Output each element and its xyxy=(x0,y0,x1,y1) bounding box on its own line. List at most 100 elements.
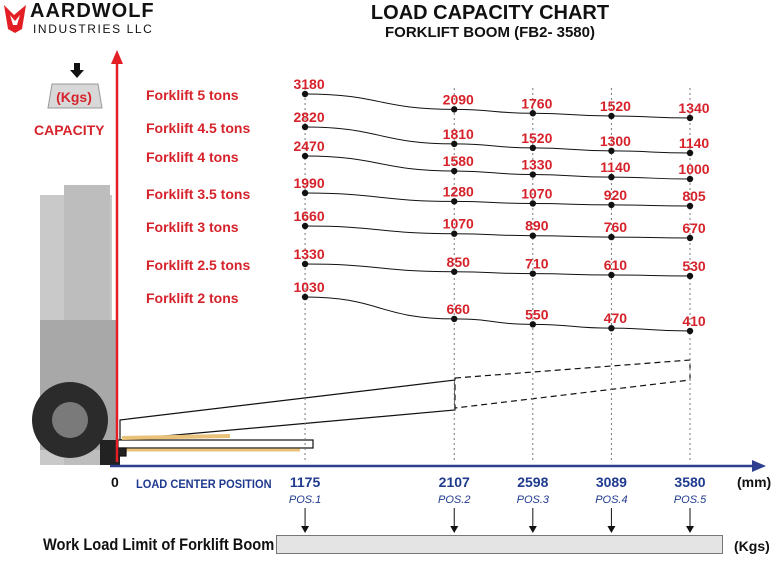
data-point xyxy=(529,200,537,207)
y-unit-label: (Kgs) xyxy=(56,89,92,105)
x-tick-label: 1175 xyxy=(290,474,321,490)
data-point xyxy=(608,233,615,241)
data-point xyxy=(686,272,694,280)
data-label: 1520 xyxy=(521,130,552,146)
data-point xyxy=(608,201,615,209)
data-label: 1300 xyxy=(600,133,631,149)
data-label: 1330 xyxy=(521,157,552,173)
wll-arrow-head xyxy=(528,526,537,533)
data-point xyxy=(451,315,458,323)
data-label: 2470 xyxy=(293,138,324,154)
series-line xyxy=(305,225,691,239)
data-label: 2090 xyxy=(443,91,474,107)
data-label: 610 xyxy=(604,257,628,273)
data-label: 1070 xyxy=(443,216,474,232)
wll-arrow-head xyxy=(450,526,459,533)
series-line xyxy=(305,296,691,332)
data-label: 550 xyxy=(525,306,549,322)
data-point xyxy=(451,268,458,275)
data-label: 660 xyxy=(447,301,471,317)
data-point xyxy=(608,147,615,155)
data-label: 3180 xyxy=(293,76,324,92)
boom-illustration xyxy=(117,359,691,457)
data-point xyxy=(451,198,458,205)
x-tick-label: 3089 xyxy=(596,474,627,490)
company-name: AARDWOLF xyxy=(30,0,155,22)
data-point xyxy=(301,222,309,230)
data-label: 710 xyxy=(525,256,549,272)
series-name-label: Forklift 3 tons xyxy=(146,219,239,235)
series-line xyxy=(305,263,691,277)
wll-arrow-head xyxy=(301,526,310,533)
data-label: 890 xyxy=(525,218,549,234)
wolf-logo-icon xyxy=(4,5,26,33)
data-point xyxy=(301,90,309,98)
x-unit-label: (mm) xyxy=(737,474,772,490)
data-label: 410 xyxy=(682,313,706,329)
series-line xyxy=(305,93,691,119)
data-point xyxy=(301,152,309,160)
data-label: 1990 xyxy=(293,175,324,191)
data-point xyxy=(301,260,309,268)
data-label: 1760 xyxy=(521,95,552,111)
series-line xyxy=(305,192,691,207)
data-label: 1580 xyxy=(443,153,474,169)
data-label: 470 xyxy=(604,310,628,326)
data-label: 760 xyxy=(604,219,628,235)
x-tick-label: 3580 xyxy=(674,474,705,490)
x-origin-label: 0 xyxy=(111,474,119,490)
company-logo: AARDWOLF xyxy=(30,0,155,23)
position-label: POS.2 xyxy=(438,494,470,506)
data-point xyxy=(529,171,537,178)
wll-unit: (Kgs) xyxy=(734,538,770,554)
data-label: 920 xyxy=(604,187,628,203)
data-point xyxy=(301,123,309,131)
data-label: 1810 xyxy=(443,126,474,142)
data-label: 1030 xyxy=(293,279,324,295)
data-point xyxy=(529,144,537,152)
x-axis-label: LOAD CENTER POSITION xyxy=(136,477,272,491)
data-point xyxy=(608,271,615,279)
series-name-label: Forklift 5 tons xyxy=(146,87,239,103)
data-point xyxy=(529,232,537,239)
data-point xyxy=(451,167,458,175)
y-axis-label: CAPACITY xyxy=(34,122,105,138)
capacity-unit-box xyxy=(47,63,103,109)
data-point xyxy=(686,327,694,335)
series-name-label: Forklift 2 tons xyxy=(146,290,239,306)
data-point xyxy=(451,140,458,148)
data-point xyxy=(529,270,537,277)
forklift-illustration xyxy=(32,185,120,465)
data-point xyxy=(686,114,694,122)
data-label: 850 xyxy=(447,254,471,270)
wll-bar xyxy=(276,535,723,554)
series-line xyxy=(305,155,691,180)
company-sub: INDUSTRIES LLC xyxy=(33,22,154,36)
data-point xyxy=(686,234,694,242)
wll-label: Work Load Limit of Forklift Boom xyxy=(43,535,275,554)
chart-title: LOAD CAPACITY CHART xyxy=(370,2,610,24)
data-point xyxy=(529,321,537,328)
series-name-label: Forklift 2.5 tons xyxy=(146,257,250,273)
data-label: 1140 xyxy=(679,135,710,151)
position-label: POS.3 xyxy=(517,494,550,506)
data-label: 1280 xyxy=(443,183,474,199)
series-name-label: Forklift 4.5 tons xyxy=(146,120,250,136)
data-point xyxy=(301,293,309,301)
axes xyxy=(110,50,766,472)
data-label: 1140 xyxy=(600,159,631,175)
wll-arrow-head xyxy=(686,526,694,533)
data-point xyxy=(686,149,694,157)
data-point xyxy=(608,173,615,181)
series-line xyxy=(305,126,691,154)
x-tick-label: 2107 xyxy=(439,474,470,490)
data-label: 2820 xyxy=(293,109,324,125)
series-name-label: Forklift 3.5 tons xyxy=(146,186,250,202)
data-point xyxy=(608,324,615,332)
data-label: 530 xyxy=(682,258,706,274)
data-point xyxy=(301,189,309,197)
data-label: 1340 xyxy=(678,100,709,116)
data-point xyxy=(451,106,458,113)
